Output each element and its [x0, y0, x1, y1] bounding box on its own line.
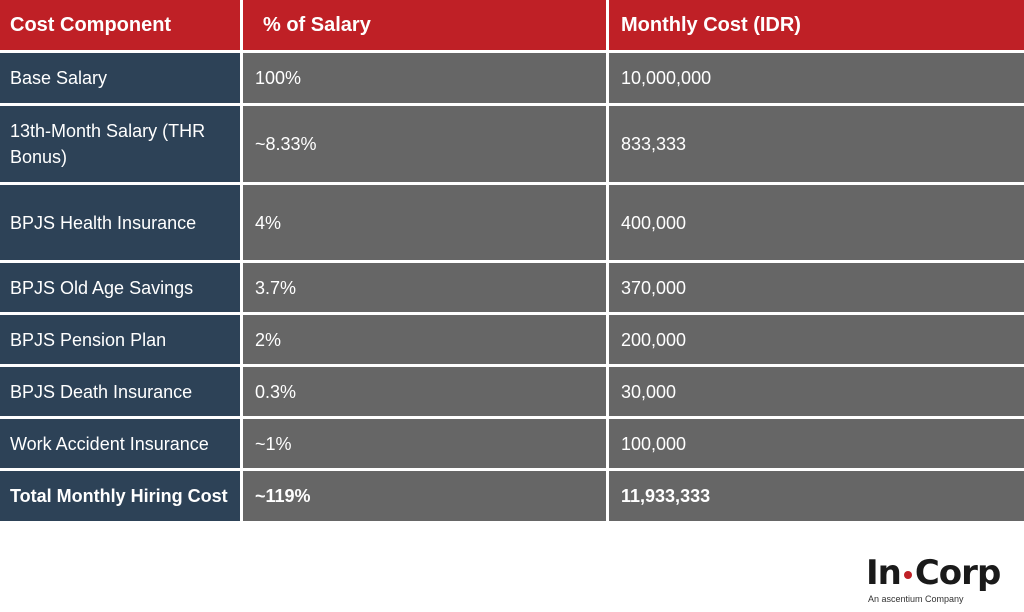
cell-cost: 10,000,000: [606, 53, 1024, 106]
cell-cost: 100,000: [606, 419, 1024, 471]
cell-component: 13th-Month Salary (THR Bonus): [0, 106, 240, 185]
cell-percent: 0.3%: [240, 367, 606, 419]
cell-cost: 30,000: [606, 367, 1024, 419]
header-cost-component: Cost Component: [0, 0, 240, 53]
cell-percent: 4%: [240, 185, 606, 263]
logo-tagline: An ascentium Company: [868, 594, 964, 604]
table-row: Base Salary 100% 10,000,000: [0, 53, 1024, 106]
cell-percent: ~1%: [240, 419, 606, 471]
cell-percent: 2%: [240, 315, 606, 367]
cell-cost: 400,000: [606, 185, 1024, 263]
table-row: BPJS Health Insurance 4% 400,000: [0, 185, 1024, 263]
logo-wordmark: In Corp: [866, 553, 1001, 593]
cell-percent: 3.7%: [240, 263, 606, 315]
header-percent-of-salary: % of Salary: [240, 0, 606, 53]
logo-brand-left: In: [866, 553, 902, 593]
logo-brand-right: Corp: [914, 553, 1001, 593]
incorp-logo: In Corp An ascentium Company: [866, 554, 1006, 606]
header-monthly-cost: Monthly Cost (IDR): [606, 0, 1024, 53]
cell-component: Work Accident Insurance: [0, 419, 240, 471]
cost-table: Cost Component % of Salary Monthly Cost …: [0, 0, 1024, 521]
cell-cost: 200,000: [606, 315, 1024, 367]
cell-percent: ~8.33%: [240, 106, 606, 185]
cell-cost: 370,000: [606, 263, 1024, 315]
total-percent: ~119%: [240, 471, 606, 521]
cell-component: BPJS Pension Plan: [0, 315, 240, 367]
table-row: 13th-Month Salary (THR Bonus) ~8.33% 833…: [0, 106, 1024, 185]
logo-dot-icon: [903, 570, 912, 579]
table-row: Work Accident Insurance ~1% 100,000: [0, 419, 1024, 471]
cell-component: Base Salary: [0, 53, 240, 106]
total-cost: 11,933,333: [606, 471, 1024, 521]
total-component: Total Monthly Hiring Cost: [0, 471, 240, 521]
cell-cost: 833,333: [606, 106, 1024, 185]
table-header-row: Cost Component % of Salary Monthly Cost …: [0, 0, 1024, 53]
table-total-row: Total Monthly Hiring Cost ~119% 11,933,3…: [0, 471, 1024, 521]
cell-component: BPJS Old Age Savings: [0, 263, 240, 315]
cell-percent: 100%: [240, 53, 606, 106]
cell-component: BPJS Death Insurance: [0, 367, 240, 419]
table-row: BPJS Old Age Savings 3.7% 370,000: [0, 263, 1024, 315]
table-row: BPJS Pension Plan 2% 200,000: [0, 315, 1024, 367]
cell-component: BPJS Health Insurance: [0, 185, 240, 263]
table-row: BPJS Death Insurance 0.3% 30,000: [0, 367, 1024, 419]
